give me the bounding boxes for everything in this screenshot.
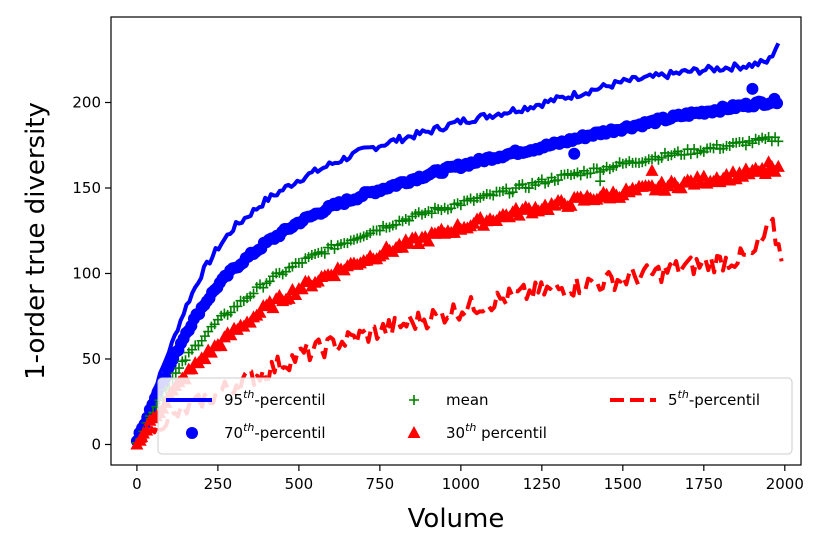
x-tick-label: 0	[132, 475, 142, 493]
legend-label-sup: th	[243, 388, 254, 401]
data-point	[523, 183, 534, 194]
data-point	[645, 163, 659, 176]
data-point	[170, 368, 181, 379]
x-tick-label: 1750	[685, 475, 723, 493]
data-point	[447, 225, 461, 238]
y-tick-label: 150	[72, 179, 101, 197]
x-tick-label: 1000	[442, 475, 480, 493]
data-point	[248, 288, 259, 299]
legend-label-base: mean	[446, 391, 489, 409]
legend-label-base: 70	[224, 424, 243, 442]
data-point	[685, 149, 696, 160]
legend-label-sup: th	[243, 421, 254, 434]
data-point	[771, 159, 785, 172]
legend-entry: 30th percentil	[407, 421, 547, 442]
legend-label-sup: th	[465, 421, 476, 434]
series-30th-percentil	[130, 155, 785, 450]
legend-label-rest: -percentil	[254, 424, 325, 442]
data-point	[174, 363, 185, 374]
data-point	[771, 97, 784, 110]
data-point	[396, 240, 410, 253]
data-point	[541, 203, 555, 216]
data-point	[225, 307, 236, 318]
x-axis-label: Volume	[408, 504, 505, 534]
data-point	[421, 234, 435, 247]
legend-label: 95th-percentil	[224, 388, 326, 409]
data-point	[214, 339, 228, 352]
series-5th-percentil	[135, 216, 784, 446]
x-tick-label: 2000	[766, 475, 804, 493]
data-point	[266, 301, 280, 314]
legend-label-rest: percentil	[476, 424, 547, 442]
legend-label: 5th-percentil	[668, 388, 760, 409]
data-point	[568, 147, 581, 160]
legend-entry: 70th-percentil	[186, 421, 326, 442]
data-point	[773, 136, 784, 147]
x-tick-label: 1500	[604, 475, 642, 493]
data-point	[232, 301, 243, 312]
data-point	[426, 208, 437, 219]
legend-label: 70th-percentil	[224, 421, 326, 442]
y-axis-label: 1-order true diversity	[21, 102, 51, 380]
legend-label-base: 30	[446, 424, 465, 442]
legend-entry: 5th-percentil	[610, 388, 760, 409]
data-point	[501, 183, 512, 194]
data-point	[595, 176, 606, 187]
legend-marker	[409, 395, 419, 405]
y-tick-label: 0	[91, 435, 101, 453]
x-tick-label: 500	[285, 475, 314, 493]
axes-frame	[110, 16, 802, 466]
data-point	[376, 247, 390, 260]
legend-label-sup: th	[678, 388, 689, 401]
x-tick-label: 750	[366, 475, 395, 493]
y-tick-label: 100	[72, 264, 101, 282]
data-point	[412, 237, 426, 250]
y-axis-ticks: 0 50 100 150 200	[72, 93, 111, 453]
y-tick-label: 50	[82, 350, 101, 368]
data-point	[185, 362, 199, 375]
legend-box	[157, 377, 793, 455]
legend-entry: 95th-percentil	[166, 388, 326, 409]
data-point	[762, 155, 776, 168]
series-line	[135, 216, 784, 446]
data-point	[180, 355, 191, 366]
series-95th-percentil	[135, 42, 781, 442]
legend-label: mean	[446, 391, 489, 409]
x-axis-ticks: 0 250 500 750 1000 1250 1500 1750 2000	[132, 465, 804, 493]
series-mean	[131, 132, 784, 448]
legend-marker	[407, 426, 421, 438]
legend-label-base: 95	[224, 391, 243, 409]
data-point	[224, 328, 238, 341]
legend-entry: mean	[409, 391, 489, 409]
data-point	[204, 345, 218, 358]
y-tick-label: 200	[72, 93, 101, 111]
data-point	[746, 82, 759, 95]
legend-label-base: 5	[668, 391, 678, 409]
x-tick-label: 1250	[523, 475, 561, 493]
legend-label: 30th percentil	[446, 421, 547, 442]
data-point	[264, 276, 275, 287]
data-point	[553, 175, 564, 186]
plot-area	[130, 42, 785, 450]
data-point	[564, 198, 578, 211]
series-70th-percentil	[130, 82, 784, 448]
data-point	[253, 305, 267, 318]
legend-marker	[186, 427, 198, 439]
x-tick-label: 250	[204, 475, 233, 493]
series-line	[135, 42, 781, 442]
data-point	[282, 291, 296, 304]
data-point	[295, 282, 309, 295]
legend-label-rest: -percentil	[689, 391, 760, 409]
data-point	[198, 352, 212, 365]
data-point	[328, 269, 342, 282]
data-point	[319, 248, 330, 259]
legend-label-rest: -percentil	[254, 391, 325, 409]
